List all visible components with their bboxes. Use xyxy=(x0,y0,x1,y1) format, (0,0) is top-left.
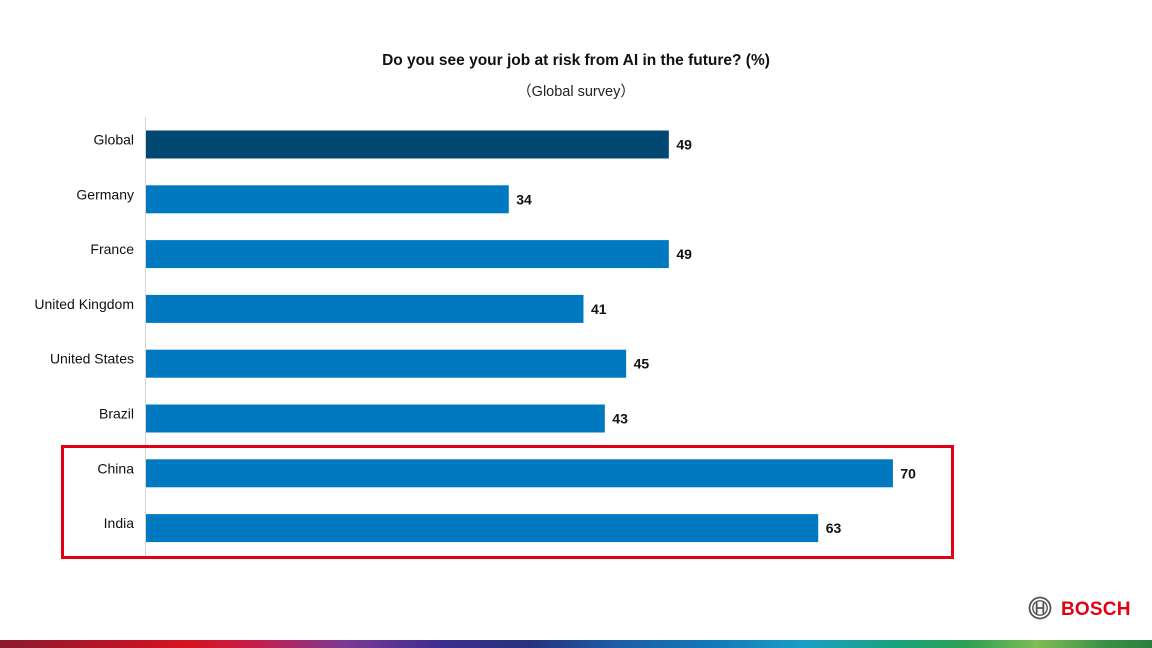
bosch-logo-text: BOSCH xyxy=(1061,599,1131,620)
bar-united-states xyxy=(146,349,627,378)
category-label-brazil: Brazil xyxy=(99,406,134,422)
category-label-united-states: United States xyxy=(50,351,134,367)
category-label-global: Global xyxy=(94,132,134,148)
chart-title: Do you see your job at risk from AI in t… xyxy=(382,52,770,69)
category-label-germany: Germany xyxy=(76,186,134,202)
value-label-united-states: 45 xyxy=(634,356,650,372)
category-label-united-kingdom: United Kingdom xyxy=(34,296,134,312)
bosch-armature-icon xyxy=(1028,596,1052,625)
bar-china xyxy=(146,459,893,488)
bar-global xyxy=(146,130,669,159)
bar-germany xyxy=(146,185,509,214)
color-band-footer xyxy=(0,640,1152,648)
value-label-germany: 34 xyxy=(516,191,532,207)
value-label-global: 49 xyxy=(676,137,692,153)
value-label-united-kingdom: 41 xyxy=(591,301,607,317)
bar-india xyxy=(146,514,819,543)
bar-united-kingdom xyxy=(146,294,584,323)
value-label-india: 63 xyxy=(826,520,842,536)
bar-france xyxy=(146,240,669,269)
chart-subtitle: （Global survey） xyxy=(517,84,635,100)
category-label-france: France xyxy=(90,241,134,257)
category-label-china: China xyxy=(97,460,134,476)
highlight-box xyxy=(61,445,954,559)
bosch-logo: BOSCH xyxy=(1028,596,1131,625)
value-label-brazil: 43 xyxy=(612,411,628,427)
bar-brazil xyxy=(146,404,605,433)
value-label-china: 70 xyxy=(900,465,916,481)
category-label-india: India xyxy=(104,515,135,531)
value-label-france: 49 xyxy=(676,246,692,262)
